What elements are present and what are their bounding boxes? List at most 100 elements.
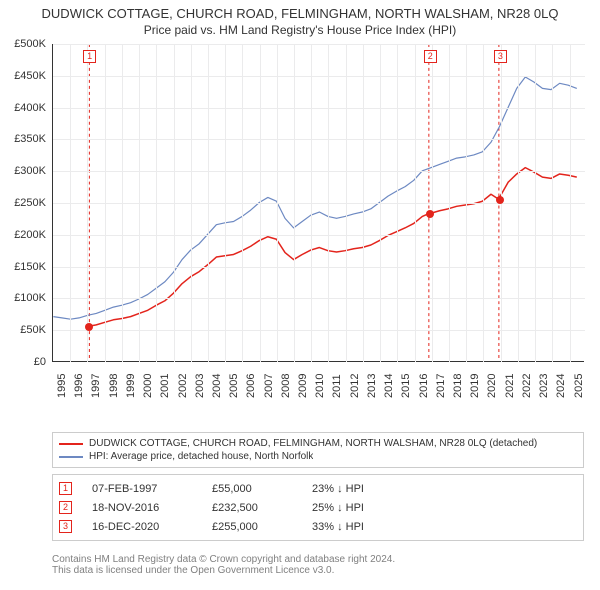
x-tick-label: 2021 bbox=[504, 374, 516, 398]
gridline-v bbox=[466, 44, 467, 362]
gridline-v bbox=[174, 44, 175, 362]
gridline-v bbox=[328, 44, 329, 362]
x-tick-label: 2017 bbox=[435, 374, 447, 398]
event-row-price: £55,000 bbox=[212, 483, 292, 495]
gridline-v bbox=[483, 44, 484, 362]
gridline-v bbox=[225, 44, 226, 362]
legend-swatch bbox=[59, 443, 83, 445]
footer-line-2: This data is licensed under the Open Gov… bbox=[52, 565, 584, 576]
gridline-v bbox=[518, 44, 519, 362]
chart-container: DUDWICK COTTAGE, CHURCH ROAD, FELMINGHAM… bbox=[0, 0, 600, 590]
y-tick-label: £350K bbox=[0, 133, 46, 145]
gridline-v bbox=[432, 44, 433, 362]
x-tick-label: 2008 bbox=[280, 374, 292, 398]
event-row-diff: 23% ↓ HPI bbox=[312, 483, 402, 495]
x-tick-label: 2011 bbox=[331, 374, 343, 398]
x-tick-label: 2014 bbox=[383, 374, 395, 398]
gridline-h bbox=[53, 76, 585, 77]
x-tick-label: 2009 bbox=[297, 374, 309, 398]
x-tick-label: 2012 bbox=[349, 374, 361, 398]
plot-area: 1 2 3 bbox=[52, 44, 584, 362]
event-row-date: 18-NOV-2016 bbox=[92, 502, 192, 514]
x-tick-label: 2022 bbox=[521, 374, 533, 398]
event-dot bbox=[85, 323, 93, 331]
event-row-date: 07-FEB-1997 bbox=[92, 483, 192, 495]
gridline-v bbox=[105, 44, 106, 362]
x-tick-label: 2004 bbox=[211, 374, 223, 398]
event-row-date: 16-DEC-2020 bbox=[92, 521, 192, 533]
gridline-h bbox=[53, 235, 585, 236]
gridline-v bbox=[156, 44, 157, 362]
x-tick-label: 2002 bbox=[177, 374, 189, 398]
gridline-v bbox=[535, 44, 536, 362]
x-tick-label: 2023 bbox=[538, 374, 550, 398]
y-tick-label: £0 bbox=[0, 356, 46, 368]
gridline-v bbox=[242, 44, 243, 362]
legend-row: DUDWICK COTTAGE, CHURCH ROAD, FELMINGHAM… bbox=[59, 437, 577, 450]
x-tick-label: 2007 bbox=[263, 374, 275, 398]
event-row-price: £255,000 bbox=[212, 521, 292, 533]
x-tick-label: 1999 bbox=[125, 374, 137, 398]
x-tick-label: 2001 bbox=[159, 374, 171, 398]
events-table: 1 07-FEB-1997 £55,000 23% ↓ HPI 2 18-NOV-2016… bbox=[52, 474, 584, 541]
y-tick-label: £50K bbox=[0, 324, 46, 336]
gridline-v bbox=[397, 44, 398, 362]
x-tick-label: 2003 bbox=[194, 374, 206, 398]
gridline-v bbox=[277, 44, 278, 362]
x-tick-label: 2015 bbox=[400, 374, 412, 398]
event-marker-box: 1 bbox=[83, 50, 96, 63]
x-tick-label: 1997 bbox=[90, 374, 102, 398]
gridline-v bbox=[552, 44, 553, 362]
legend-label: DUDWICK COTTAGE, CHURCH ROAD, FELMINGHAM… bbox=[89, 438, 537, 449]
x-tick-label: 1996 bbox=[73, 374, 85, 398]
x-tick-label: 2000 bbox=[142, 374, 154, 398]
gridline-v bbox=[449, 44, 450, 362]
x-tick-label: 1995 bbox=[56, 374, 68, 398]
event-dot bbox=[496, 196, 504, 204]
gridline-h bbox=[53, 203, 585, 204]
gridline-v bbox=[139, 44, 140, 362]
legend-label: HPI: Average price, detached house, Nort… bbox=[89, 451, 313, 462]
gridline-v bbox=[260, 44, 261, 362]
x-tick-label: 2016 bbox=[418, 374, 430, 398]
x-tick-label: 2006 bbox=[245, 374, 257, 398]
gridline-v bbox=[294, 44, 295, 362]
series-line bbox=[89, 168, 576, 326]
gridline-v bbox=[311, 44, 312, 362]
y-tick-label: £450K bbox=[0, 70, 46, 82]
gridline-v bbox=[87, 44, 88, 362]
x-tick-label: 2013 bbox=[366, 374, 378, 398]
event-row-marker: 2 bbox=[59, 501, 72, 514]
legend-row: HPI: Average price, detached house, Nort… bbox=[59, 450, 577, 463]
footer-note: Contains HM Land Registry data © Crown c… bbox=[52, 554, 584, 576]
event-dot bbox=[426, 210, 434, 218]
gridline-v bbox=[208, 44, 209, 362]
event-marker-box: 2 bbox=[424, 50, 437, 63]
event-row: 1 07-FEB-1997 £55,000 23% ↓ HPI bbox=[59, 479, 577, 498]
chart-subtitle: Price paid vs. HM Land Registry's House … bbox=[0, 21, 600, 41]
gridline-v bbox=[415, 44, 416, 362]
x-tick-label: 2019 bbox=[469, 374, 481, 398]
x-tick-label: 1998 bbox=[108, 374, 120, 398]
x-tick-label: 2005 bbox=[228, 374, 240, 398]
x-tick-label: 2025 bbox=[573, 374, 585, 398]
chart-title: DUDWICK COTTAGE, CHURCH ROAD, FELMINGHAM… bbox=[0, 0, 600, 21]
gridline-v bbox=[122, 44, 123, 362]
gridline-h bbox=[53, 267, 585, 268]
event-marker-box: 3 bbox=[494, 50, 507, 63]
gridline-v bbox=[570, 44, 571, 362]
event-row-marker: 3 bbox=[59, 520, 72, 533]
gridline-v bbox=[363, 44, 364, 362]
event-row-marker: 1 bbox=[59, 482, 72, 495]
x-tick-label: 2020 bbox=[486, 374, 498, 398]
gridline-v bbox=[380, 44, 381, 362]
event-row-diff: 33% ↓ HPI bbox=[312, 521, 402, 533]
y-tick-label: £250K bbox=[0, 197, 46, 209]
event-row-price: £232,500 bbox=[212, 502, 292, 514]
gridline-h bbox=[53, 330, 585, 331]
y-tick-label: £300K bbox=[0, 165, 46, 177]
event-row-diff: 25% ↓ HPI bbox=[312, 502, 402, 514]
y-tick-label: £500K bbox=[0, 38, 46, 50]
x-tick-label: 2010 bbox=[314, 374, 326, 398]
footer-line-1: Contains HM Land Registry data © Crown c… bbox=[52, 554, 584, 565]
